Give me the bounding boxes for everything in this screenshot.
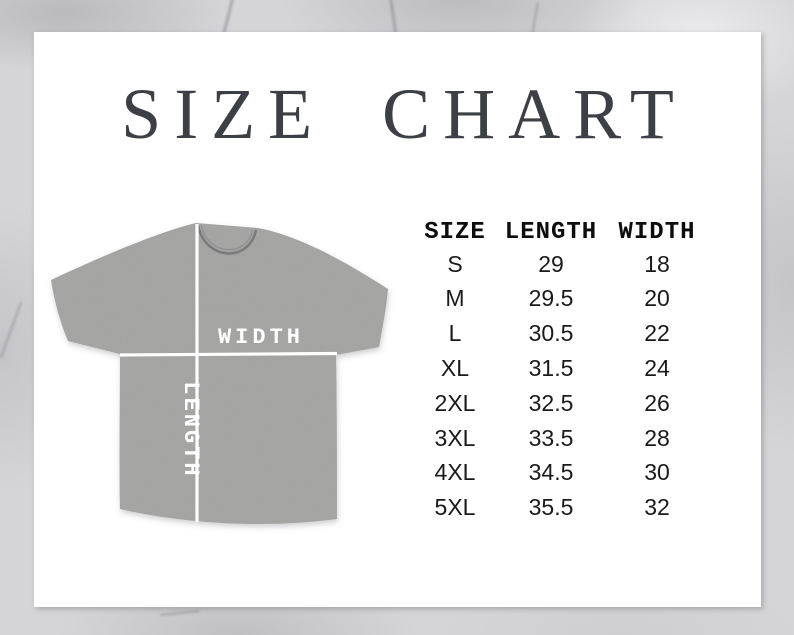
collar-seam-inner xyxy=(200,224,254,251)
length-label: LENGTH xyxy=(178,381,203,478)
table-cell: 31.5 xyxy=(528,355,574,382)
column-header-length: LENGTH xyxy=(504,218,598,246)
width-label: WIDTH xyxy=(218,325,304,350)
heather-texture xyxy=(40,210,400,546)
table-cell: 4XL xyxy=(434,459,476,486)
table-cell: 35.5 xyxy=(528,494,574,521)
table-cell: 24 xyxy=(644,355,670,382)
table-cell: 34.5 xyxy=(528,459,574,486)
table-cell: 22 xyxy=(644,320,670,347)
table-cell: XL xyxy=(440,355,470,382)
table-cell: 3XL xyxy=(434,424,476,451)
table-cell: 33.5 xyxy=(528,424,574,451)
table-cell: 26 xyxy=(644,389,670,416)
table-cell: 30.5 xyxy=(528,320,574,347)
width-line xyxy=(119,351,338,357)
table-cell: 28 xyxy=(644,424,670,451)
column-header-size: SIZE xyxy=(424,218,486,246)
table-cell: 20 xyxy=(644,285,670,312)
table-cell: 32 xyxy=(644,494,670,521)
table-cell: 5XL xyxy=(434,494,476,521)
table-cell: M xyxy=(445,285,465,312)
table-cell: 18 xyxy=(644,250,670,277)
size-table: SIZE LENGTH WIDTH S 29 18 M 29.5 20 L 30… xyxy=(404,212,718,525)
marble-vein xyxy=(0,301,23,359)
table-cell: 29 xyxy=(538,250,564,277)
tshirt-diagram: WIDTH LENGTH xyxy=(40,210,400,546)
table-cell: 29.5 xyxy=(528,285,574,312)
size-chart-card: SIZE CHART WID xyxy=(34,32,761,607)
table-cell: 2XL xyxy=(434,389,476,416)
marble-vein xyxy=(531,2,539,36)
table-cell: L xyxy=(448,320,462,347)
page-title: SIZE CHART xyxy=(121,74,687,154)
column-header-width: WIDTH xyxy=(618,218,696,246)
table-cell: 32.5 xyxy=(528,389,574,416)
marble-vein xyxy=(160,609,200,617)
table-cell: 30 xyxy=(644,459,670,486)
table-cell: S xyxy=(447,250,463,277)
collar-seam xyxy=(196,224,258,255)
